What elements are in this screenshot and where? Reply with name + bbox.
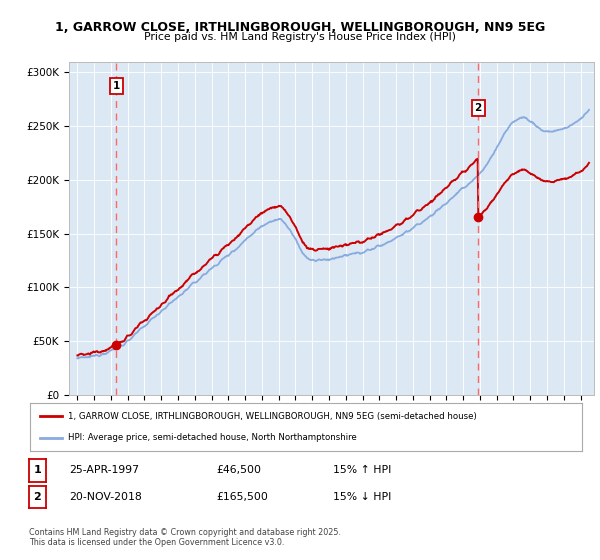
Text: 15% ↑ HPI: 15% ↑ HPI: [333, 465, 391, 475]
Text: 1, GARROW CLOSE, IRTHLINGBOROUGH, WELLINGBOROUGH, NN9 5EG: 1, GARROW CLOSE, IRTHLINGBOROUGH, WELLIN…: [55, 21, 545, 34]
Text: 2: 2: [34, 492, 41, 502]
Text: Contains HM Land Registry data © Crown copyright and database right 2025.
This d: Contains HM Land Registry data © Crown c…: [29, 528, 341, 547]
Text: 25-APR-1997: 25-APR-1997: [69, 465, 139, 475]
Text: 20-NOV-2018: 20-NOV-2018: [69, 492, 142, 502]
Text: 1: 1: [34, 465, 41, 475]
Text: 2: 2: [475, 103, 482, 113]
Text: 15% ↓ HPI: 15% ↓ HPI: [333, 492, 391, 502]
Text: 1: 1: [113, 81, 120, 91]
Text: 1, GARROW CLOSE, IRTHLINGBOROUGH, WELLINGBOROUGH, NN9 5EG (semi-detached house): 1, GARROW CLOSE, IRTHLINGBOROUGH, WELLIN…: [68, 412, 476, 421]
Text: Price paid vs. HM Land Registry's House Price Index (HPI): Price paid vs. HM Land Registry's House …: [144, 32, 456, 42]
Text: £46,500: £46,500: [216, 465, 261, 475]
Text: HPI: Average price, semi-detached house, North Northamptonshire: HPI: Average price, semi-detached house,…: [68, 433, 356, 442]
Text: £165,500: £165,500: [216, 492, 268, 502]
